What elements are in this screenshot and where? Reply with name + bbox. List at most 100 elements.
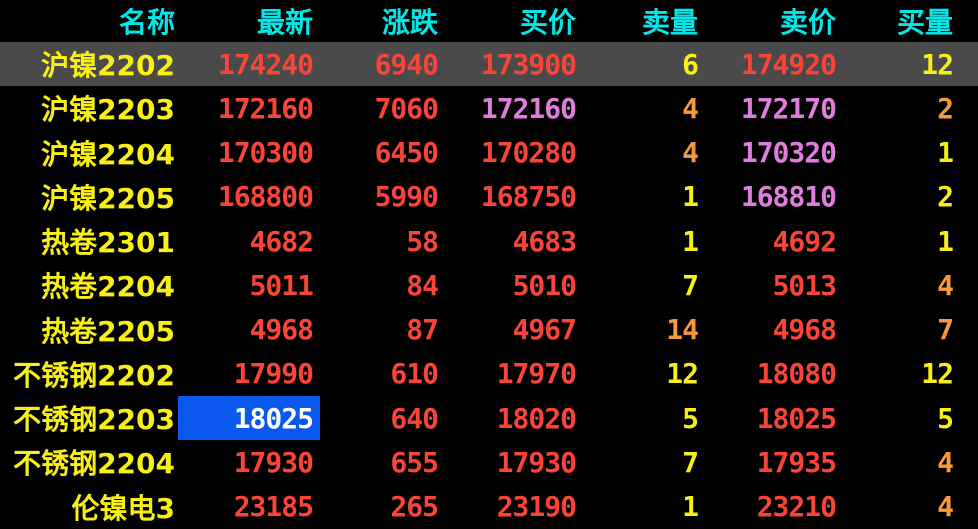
- cell-name-value: 不锈钢2203: [13, 403, 175, 437]
- cell-last-value: 18025: [233, 401, 314, 435]
- cell-last-highlighted[interactable]: 18025: [178, 396, 320, 441]
- quote-row[interactable]: 不锈钢2202 17990 610 17970 12 18080 12: [0, 352, 978, 396]
- cell-name-value: 不锈钢2204: [13, 447, 175, 481]
- cell-ask: 174920: [705, 42, 843, 86]
- cell-bid_vol: 5: [843, 396, 978, 440]
- header-cell-bid_vol: 买量: [896, 6, 953, 39]
- cell-ask: 23210: [705, 485, 843, 529]
- cell-last: 170300: [178, 131, 320, 175]
- cell-bid_vol-value: 12: [921, 357, 954, 391]
- cell-change-value: 610: [390, 357, 439, 391]
- header-cell-change: 涨跌: [381, 6, 438, 39]
- cell-change-value: 58: [406, 224, 439, 258]
- cell-ask: 17935: [705, 440, 843, 484]
- cell-change: 6450: [320, 131, 445, 175]
- cell-ask-value: 18080: [756, 357, 837, 391]
- header-cell-ask_vol: 卖量: [641, 6, 698, 39]
- cell-ask: 18025: [705, 396, 843, 440]
- cell-bid-value: 4683: [512, 224, 577, 258]
- quote-row[interactable]: 沪镍2202 174240 6940 173900 6 174920 12: [0, 42, 978, 87]
- cell-ask: 168810: [705, 175, 843, 219]
- cell-ask_vol: 4: [583, 86, 705, 130]
- cell-name: 热卷2204: [0, 263, 178, 307]
- cell-name: 不锈钢2204: [0, 440, 178, 484]
- quote-row[interactable]: 沪镍2205 168800 5990 168750 1 168810 2: [0, 175, 978, 219]
- cell-bid_vol-value: 12: [921, 47, 954, 81]
- cell-bid-value: 173900: [480, 47, 577, 81]
- cell-last-value: 4682: [249, 224, 314, 258]
- cell-bid_vol-value: 4: [937, 490, 954, 524]
- cell-change: 265: [320, 485, 445, 529]
- cell-ask: 4692: [705, 219, 843, 263]
- cell-ask-value: 170320: [740, 136, 837, 170]
- cell-bid_vol: 12: [843, 42, 978, 86]
- cell-change: 655: [320, 440, 445, 484]
- cell-bid_vol: 7: [843, 308, 978, 352]
- cell-bid_vol: 2: [843, 86, 978, 130]
- cell-ask: 5013: [705, 263, 843, 307]
- cell-last: 174240: [178, 42, 320, 86]
- cell-last: 5011: [178, 263, 320, 307]
- cell-bid-value: 23190: [496, 490, 577, 524]
- cell-ask: 172170: [705, 86, 843, 130]
- quote-row[interactable]: 沪镍2203 172160 7060 172160 4 172170 2: [0, 86, 978, 130]
- cell-ask_vol: 7: [583, 440, 705, 484]
- quote-row[interactable]: 热卷2204 5011 84 5010 7 5013 4: [0, 263, 978, 307]
- cell-bid_vol-value: 2: [937, 91, 954, 125]
- cell-bid: 172160: [445, 86, 583, 130]
- cell-last-value: 17930: [233, 445, 314, 479]
- quote-row[interactable]: 不锈钢2203 18025 640 18020 5 18025 5: [0, 396, 978, 441]
- cell-ask_vol: 14: [583, 308, 705, 352]
- cell-bid_vol-value: 7: [937, 313, 954, 347]
- cell-name: 不锈钢2203: [0, 396, 178, 440]
- cell-ask-value: 5013: [772, 268, 837, 302]
- cell-name-value: 热卷2301: [41, 226, 175, 260]
- cell-ask_vol-value: 1: [682, 224, 699, 258]
- cell-ask_vol-value: 4: [682, 91, 699, 125]
- cell-bid-value: 172160: [480, 91, 577, 125]
- cell-ask_vol: 1: [583, 219, 705, 263]
- cell-last: 17930: [178, 440, 320, 484]
- cell-ask: 4968: [705, 308, 843, 352]
- quote-table-header: 名称 最新 涨跌 买价 卖量 卖价 买量: [0, 0, 978, 42]
- cell-ask_vol: 1: [583, 485, 705, 529]
- cell-name: 沪镍2203: [0, 86, 178, 130]
- cell-last-value: 170300: [217, 136, 314, 170]
- quote-row[interactable]: 伦镍电3 23185 265 23190 1 23210 4: [0, 485, 978, 529]
- cell-change-value: 84: [406, 268, 439, 302]
- header-cell-bid: 买价: [519, 6, 576, 39]
- cell-bid: 17970: [445, 352, 583, 396]
- cell-bid-value: 168750: [480, 180, 577, 214]
- quote-row[interactable]: 沪镍2204 170300 6450 170280 4 170320 1: [0, 131, 978, 175]
- quote-row[interactable]: 热卷2301 4682 58 4683 1 4692 1: [0, 219, 978, 263]
- cell-change: 640: [320, 396, 445, 440]
- cell-bid-value: 18020: [496, 401, 577, 435]
- cell-name: 热卷2205: [0, 308, 178, 352]
- cell-ask-value: 4968: [772, 313, 837, 347]
- cell-bid_vol-value: 1: [937, 136, 954, 170]
- cell-ask-value: 18025: [756, 401, 837, 435]
- cell-name: 伦镍电3: [0, 485, 178, 529]
- cell-change: 58: [320, 219, 445, 263]
- cell-name-value: 不锈钢2202: [13, 358, 175, 392]
- cell-ask-value: 174920: [740, 47, 837, 81]
- cell-name-value: 沪镍2202: [41, 49, 175, 83]
- cell-bid: 168750: [445, 175, 583, 219]
- cell-last: 4968: [178, 308, 320, 352]
- cell-change-value: 6940: [374, 47, 439, 81]
- cell-ask_vol-value: 5: [682, 401, 699, 435]
- cell-bid: 173900: [445, 42, 583, 86]
- cell-change-value: 5990: [374, 180, 439, 214]
- header-cell-last: 最新: [256, 6, 313, 39]
- cell-ask_vol-value: 12: [666, 357, 699, 391]
- cell-bid-value: 5010: [512, 268, 577, 302]
- cell-change: 7060: [320, 86, 445, 130]
- cell-name: 不锈钢2202: [0, 352, 178, 396]
- quote-row[interactable]: 不锈钢2204 17930 655 17930 7 17935 4: [0, 440, 978, 484]
- cell-ask-value: 172170: [740, 91, 837, 125]
- quote-row[interactable]: 热卷2205 4968 87 4967 14 4968 7: [0, 308, 978, 352]
- quote-table-body: 沪镍2202 174240 6940 173900 6 174920 12 沪镍2203 172…: [0, 42, 978, 529]
- cell-bid: 18020: [445, 396, 583, 440]
- cell-bid_vol-value: 1: [937, 224, 954, 258]
